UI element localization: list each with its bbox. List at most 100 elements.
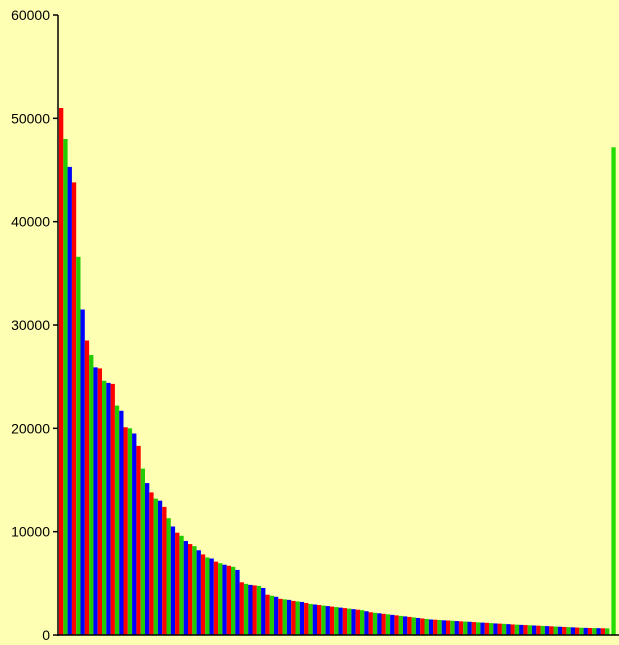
bar-105 (510, 624, 515, 635)
bar-highlight (611, 147, 616, 635)
bar-31 (192, 546, 197, 635)
bar-33 (200, 554, 206, 635)
bar-117 (562, 626, 567, 635)
bar-114 (549, 626, 554, 635)
bar-35 (209, 558, 214, 635)
bar-11 (106, 382, 111, 635)
bar-41 (235, 569, 240, 635)
bar-118 (566, 627, 571, 635)
bar-100 (489, 623, 494, 635)
bar-26 (170, 526, 176, 635)
bar-123 (587, 627, 593, 635)
bar-80 (403, 616, 408, 635)
bar-34 (205, 557, 210, 635)
bar-108 (523, 625, 528, 635)
bar-7 (89, 354, 94, 635)
bar-48 (265, 594, 270, 635)
bar-75 (381, 613, 386, 635)
bar-98 (480, 622, 485, 635)
bar-25 (166, 518, 171, 635)
bar-51 (278, 598, 283, 635)
bar-24 (162, 506, 167, 635)
bars-group (59, 108, 616, 635)
bar-82 (411, 617, 416, 635)
bar-112 (540, 625, 545, 635)
bar-106 (514, 624, 520, 635)
bar-45 (252, 585, 257, 635)
y-tick-label-0: 0 (42, 627, 50, 643)
bar-0 (59, 108, 64, 635)
bar-90 (446, 620, 451, 635)
bar-109 (527, 625, 532, 635)
bar-110 (532, 625, 537, 635)
bar-74 (377, 613, 382, 635)
bar-36 (213, 561, 219, 635)
bar-84 (420, 618, 425, 635)
bar-43 (243, 583, 249, 635)
bar-64 (334, 607, 339, 635)
bar-16 (127, 428, 133, 635)
bar-111 (536, 625, 541, 635)
bar-23 (157, 500, 163, 635)
bar-78 (394, 615, 399, 635)
bar-92 (454, 621, 459, 635)
bar-68 (351, 609, 356, 635)
bar-107 (519, 624, 524, 635)
bar-59 (312, 604, 317, 635)
bar-1 (63, 139, 68, 635)
bar-67 (347, 608, 352, 635)
bar-3 (71, 182, 77, 635)
bar-10 (102, 380, 107, 635)
bar-70 (360, 610, 365, 635)
bar-97 (476, 622, 481, 635)
y-tick-label-4: 40000 (11, 214, 50, 230)
y-tick-label-6: 60000 (11, 7, 50, 23)
bar-62 (325, 606, 330, 635)
bar-28 (179, 535, 184, 635)
bar-95 (467, 621, 472, 635)
y-tick-label-3: 30000 (11, 317, 50, 333)
bar-30 (188, 544, 193, 635)
bar-122 (583, 627, 588, 635)
bar-76 (385, 614, 391, 635)
y-tick-label-2: 20000 (11, 420, 50, 436)
bar-85 (424, 618, 429, 635)
bar-102 (497, 623, 502, 635)
bar-116 (557, 626, 563, 635)
bar-4 (76, 256, 81, 635)
bar-27 (175, 532, 180, 635)
bar-13 (114, 405, 120, 635)
bar-115 (553, 626, 558, 635)
bar-119 (570, 627, 575, 635)
bar-69 (355, 609, 360, 635)
bar-2 (67, 166, 72, 635)
bar-88 (437, 620, 442, 635)
bar-15 (123, 427, 128, 635)
bar-81 (407, 616, 412, 635)
bar-127 (605, 628, 610, 635)
bar-66 (342, 608, 348, 635)
bar-65 (338, 607, 343, 635)
bar-53 (286, 599, 292, 635)
bar-42 (239, 582, 244, 635)
bar-21 (149, 492, 154, 635)
bar-104 (506, 624, 511, 635)
bar-58 (308, 604, 313, 635)
bar-52 (282, 599, 287, 635)
bar-101 (493, 623, 498, 635)
bar-44 (248, 584, 253, 635)
bar-22 (153, 498, 158, 635)
bar-77 (390, 614, 395, 635)
bar-93 (458, 621, 464, 635)
bar-86 (428, 619, 434, 635)
bar-96 (471, 622, 477, 635)
bar-6 (84, 340, 90, 635)
bar-19 (140, 468, 145, 635)
bar-57 (304, 602, 309, 635)
y-tick-label-1: 10000 (11, 524, 50, 540)
bar-38 (222, 564, 227, 635)
bar-50 (274, 596, 279, 635)
bar-39 (226, 565, 231, 635)
bar-73 (372, 612, 378, 635)
